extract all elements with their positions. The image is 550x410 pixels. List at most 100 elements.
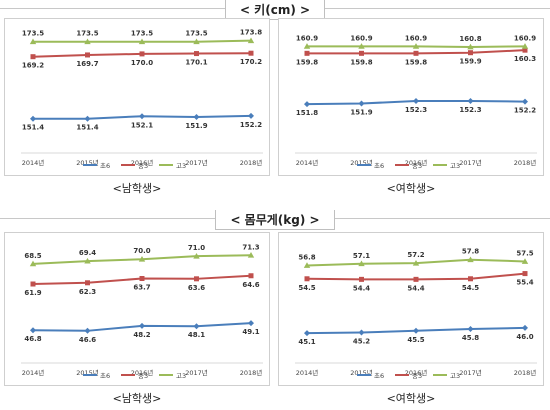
data-label: 46.6 [79,336,96,344]
data-point [521,258,529,264]
data-label: 57.5 [516,249,533,257]
data-label: 151.9 [185,122,207,130]
x-tick-label: 2018년 [240,158,263,167]
data-point [193,323,200,330]
data-point [30,327,36,334]
chart-panel-weight-female: 2014년 2015년 2016년 2017년 2018년 45.1 45.2 45.5 45.… [278,232,544,386]
chart-weight-male: 2014년 2015년 2016년 2017년 2018년 46.8 46.6 48.2 48.… [21,243,263,380]
data-point [413,50,419,56]
x-tick-label: 2015년 [350,368,373,377]
data-label: 71.3 [242,243,259,251]
data-point [85,52,90,58]
data-point [467,326,474,333]
data-label: 54.4 [353,284,370,292]
data-point [522,271,528,277]
x-tick-label: 2018년 [514,368,537,377]
chart-height-female: 2014년 2015년 2016년 2017년 2018년 151.8 151.9 152.3… [295,34,537,170]
data-label: 56.8 [298,253,315,261]
chart-height-male: 2014년 2015년 2016년 2017년 2018년 151.4 151.4 152.1… [21,29,263,170]
data-point [521,43,529,49]
legend-label-초6: 초6 [374,372,384,380]
data-point [522,47,528,53]
data-point [359,276,364,282]
data-point [304,330,310,337]
data-label: 152.2 [514,107,536,115]
x-tick-label: 2016년 [405,368,428,377]
x-tick-label: 2018년 [514,158,537,167]
data-point [303,43,311,49]
data-point [194,51,199,57]
data-label: 170.2 [240,58,262,66]
data-point [248,50,254,56]
data-point [84,38,91,45]
data-label: 63.7 [133,284,150,292]
data-label: 151.4 [76,124,98,132]
data-point [85,280,90,286]
chart-panel-height-female: 2014년 2015년 2016년 2017년 2018년 151.8 151.9 152.3… [278,18,544,176]
data-label: 70.0 [133,247,150,255]
data-label: 160.9 [350,34,372,42]
data-label: 63.6 [188,284,205,292]
data-label: 57.1 [353,252,370,260]
data-label: 169.7 [76,60,98,68]
data-label: 68.5 [24,252,41,260]
data-point [193,252,200,259]
data-point [30,115,36,122]
data-point [30,54,36,60]
data-point [467,256,474,263]
data-point [359,50,364,56]
data-point [412,259,420,266]
data-label: 45.1 [298,338,315,346]
data-label: 62.3 [79,288,96,296]
data-label: 152.2 [240,121,262,129]
data-label: 159.9 [459,58,481,66]
data-point [138,256,146,262]
legend-label-중3: 중3 [412,162,422,170]
legend-label-초6: 초6 [100,162,110,170]
data-point [468,276,473,282]
data-point [467,43,474,50]
data-point [139,322,145,329]
data-point [30,281,36,287]
data-point [138,38,146,45]
caption-weight-female: <여학생> [386,392,436,405]
x-tick-label: 2014년 [22,158,45,167]
data-point [413,97,419,104]
x-tick-label: 2016년 [405,158,428,167]
data-point [413,276,419,282]
data-label: 71.0 [188,244,205,252]
chart-panel-height-male: 2014년 2015년 2016년 2017년 2018년 151.4 151.4 152.1… [4,18,270,176]
data-label: 159.8 [350,58,372,66]
data-point [304,101,310,108]
data-label: 64.6 [242,281,259,289]
data-point [247,252,255,258]
legend-label-중3: 중3 [412,372,422,380]
data-point [412,43,420,49]
data-label: 151.8 [296,109,318,117]
data-label: 160.9 [405,34,427,42]
data-point [248,320,254,327]
x-tick-label: 2014년 [22,368,45,377]
data-label: 159.8 [405,58,427,66]
data-label: 169.2 [22,62,44,70]
data-point [139,276,145,282]
data-point [84,327,91,334]
x-tick-label: 2016년 [131,368,154,377]
data-label: 173.5 [131,30,153,38]
data-label: 159.8 [296,58,318,66]
legend-label-고3: 고3 [450,162,460,170]
data-label: 151.4 [22,124,44,132]
data-label: 170.0 [131,59,153,67]
x-tick-label: 2015년 [76,158,99,167]
data-label: 160.3 [514,55,536,63]
data-point [193,113,200,120]
x-tick-label: 2014년 [296,158,319,167]
x-tick-label: 2016년 [131,158,154,167]
data-label: 45.2 [353,338,370,346]
chart-weight-female: 2014년 2015년 2016년 2017년 2018년 45.1 45.2 45.5 45.… [295,248,537,380]
x-tick-label: 2018년 [240,368,263,377]
data-point [139,113,145,120]
data-point [29,260,37,267]
data-label: 46.8 [24,335,41,343]
data-label: 160.8 [459,35,481,43]
